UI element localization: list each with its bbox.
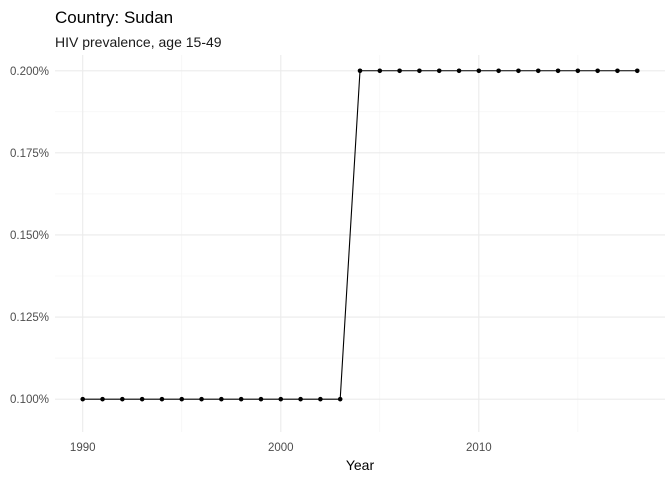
data-point [555,68,561,74]
data-point [159,396,165,402]
data-point [476,68,482,74]
data-point [595,68,600,74]
data-point [436,68,442,74]
data-point [258,396,264,402]
data-point [199,396,204,402]
data-point [139,396,145,402]
x-tick-label: 2000 [268,442,294,454]
data-point [100,396,105,402]
y-tick-label: 0.125% [10,312,49,324]
data-point [516,68,521,74]
chart-title: Country: Sudan [55,8,173,27]
y-axis-ticks: 0.100% 0.125% 0.150% 0.175% 0.200% [10,66,49,406]
data-point [496,68,501,74]
data-point [120,396,125,402]
y-tick-label: 0.100% [10,394,49,406]
grid [55,55,665,432]
data-point [80,396,86,402]
data-point [615,68,620,74]
data-point [337,396,343,402]
data-point [238,396,244,402]
data-point [634,68,640,74]
x-axis-title: Year [346,457,375,473]
y-tick-label: 0.200% [10,66,49,78]
data-point [456,68,462,74]
data-points [80,68,640,402]
data-point [575,68,581,74]
data-point [535,68,541,74]
chart-subtitle: HIV prevalence, age 15-49 [55,34,222,50]
data-point [318,396,323,402]
data-point [417,68,422,74]
data-point [219,396,224,402]
y-tick-label: 0.175% [10,148,49,160]
x-tick-label: 2010 [466,442,492,454]
x-axis-ticks: 1990 2000 2010 [70,442,492,454]
data-point [179,396,185,402]
data-point [397,68,402,74]
data-point [357,68,363,74]
y-tick-label: 0.150% [10,230,49,242]
data-point [278,396,284,402]
x-tick-label: 1990 [70,442,96,454]
data-point [377,68,383,74]
data-point [298,396,303,402]
